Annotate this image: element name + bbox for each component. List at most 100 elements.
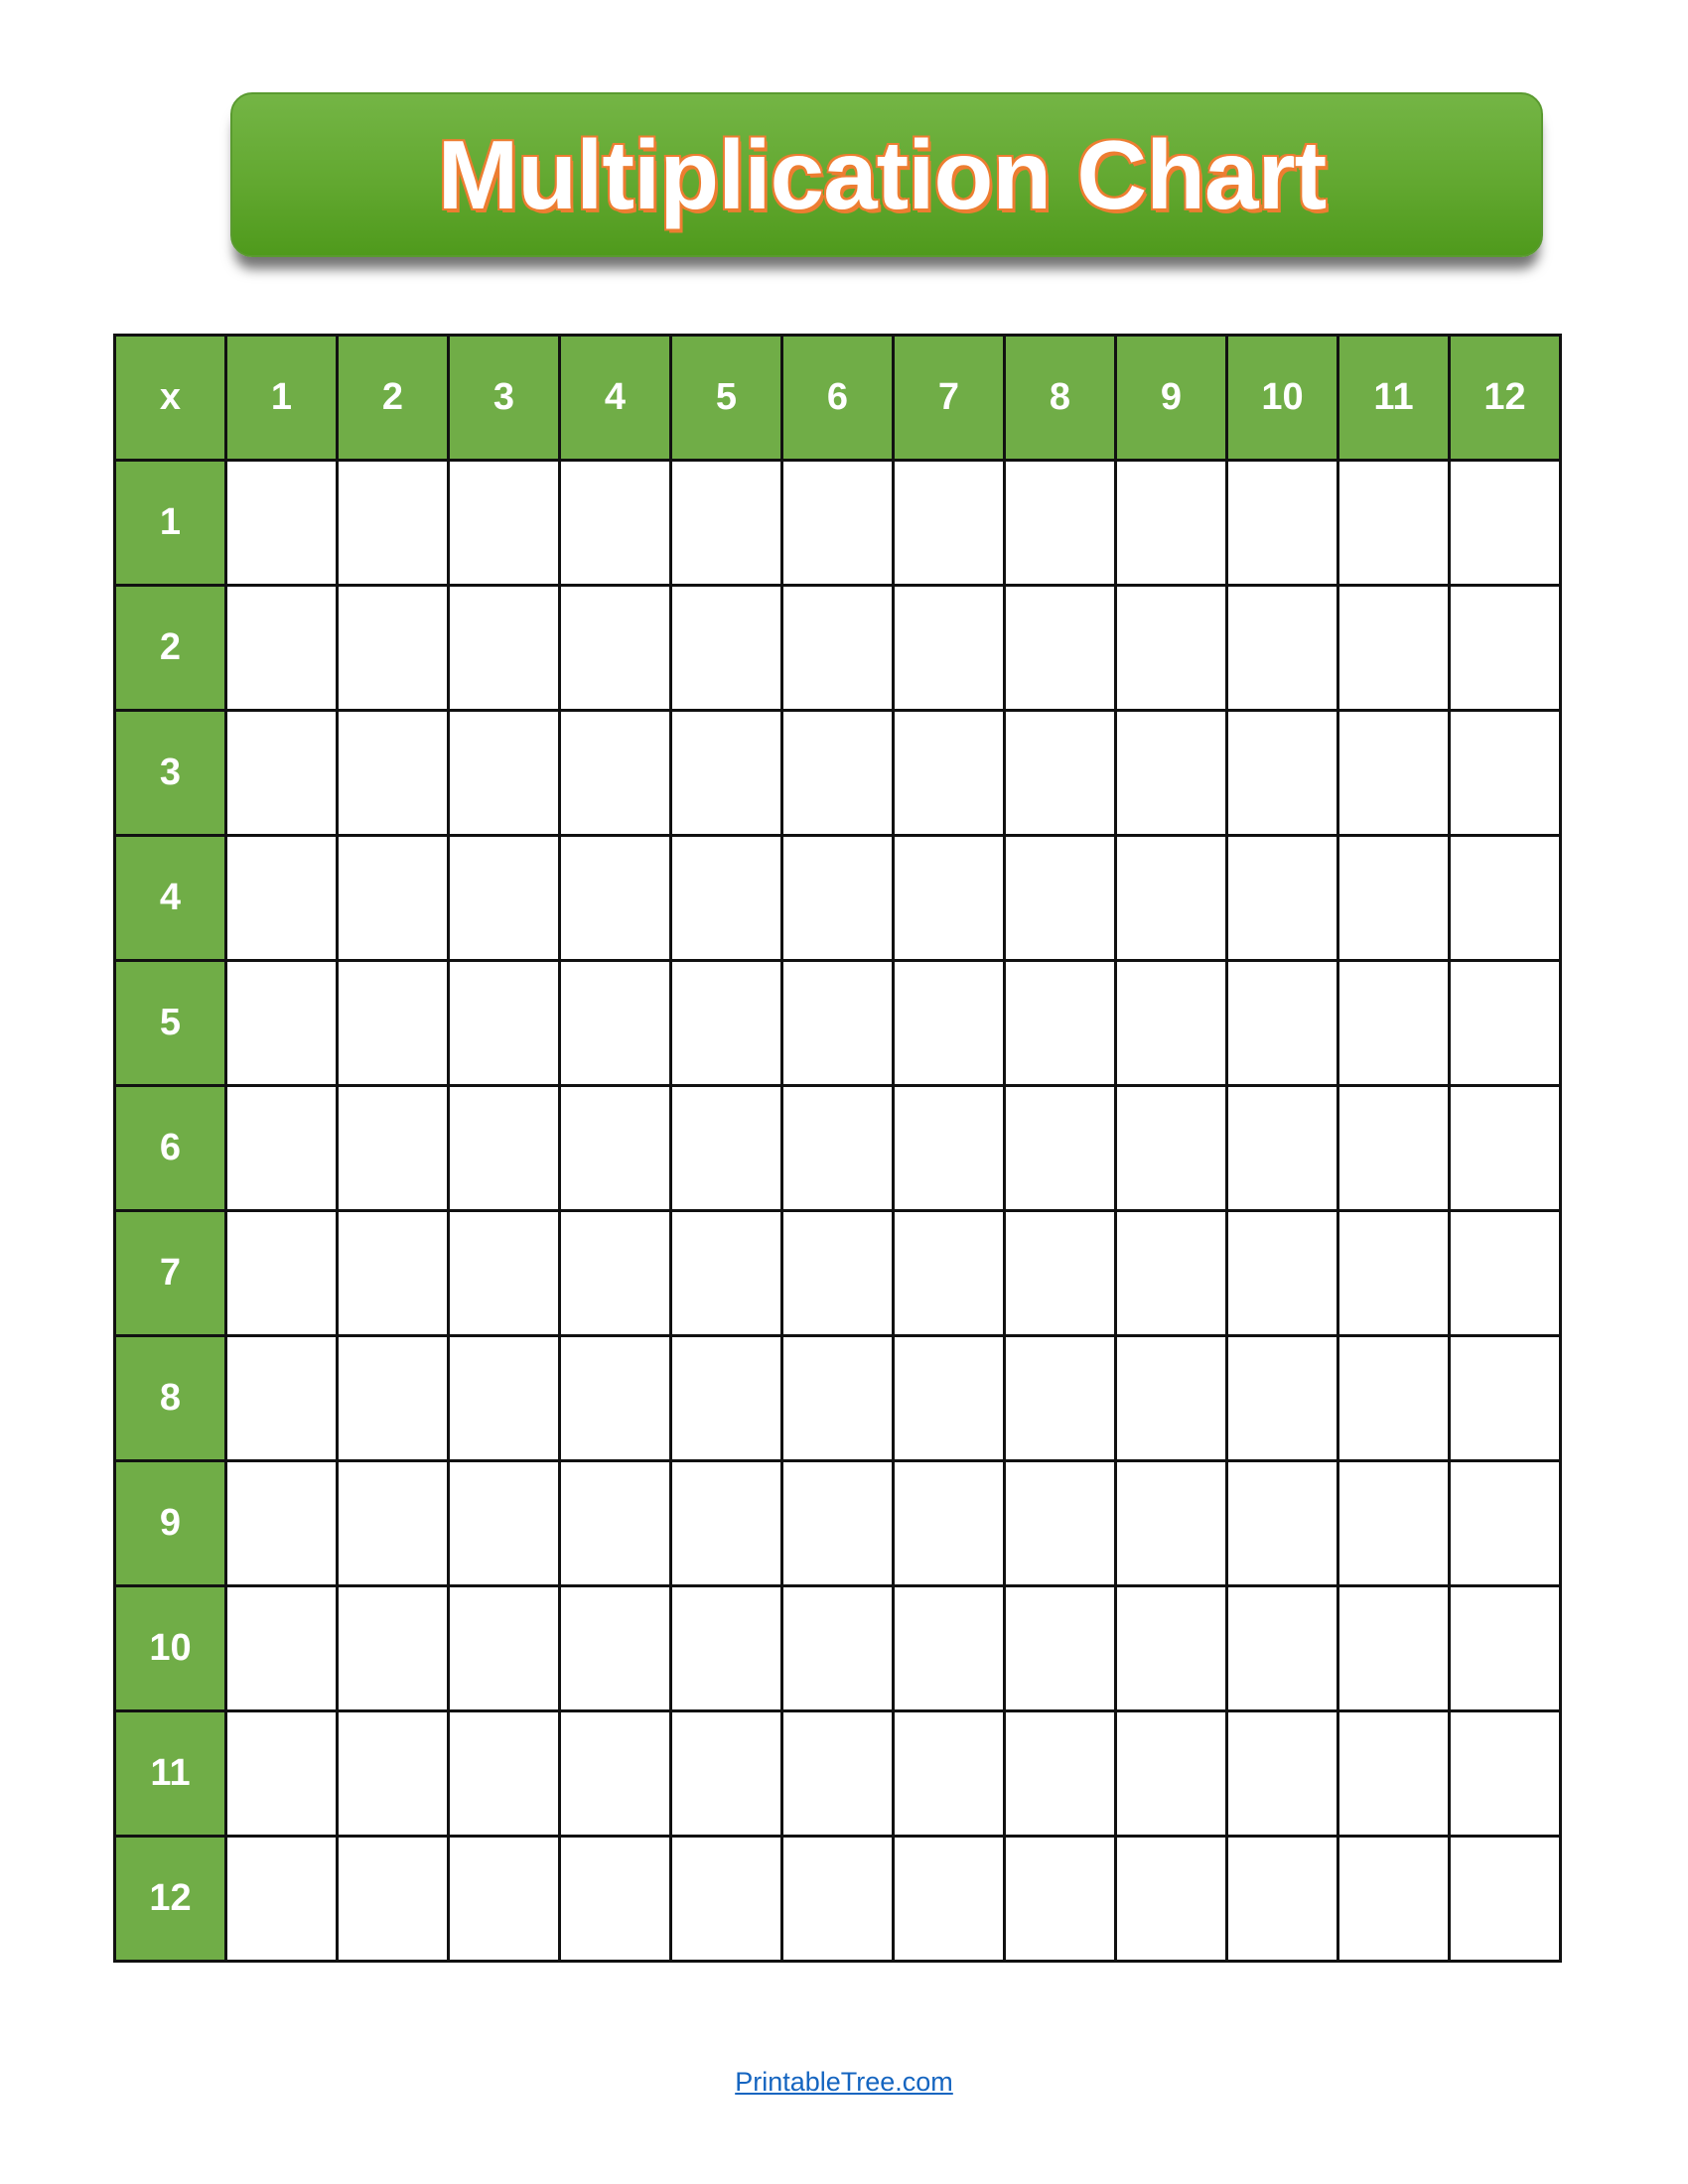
blank-cell: [336, 1835, 450, 1963]
blank-cell: [1448, 1084, 1562, 1212]
blank-cell: [224, 834, 339, 962]
blank-cell: [669, 709, 783, 837]
blank-cell: [336, 1584, 450, 1712]
blank-cell: [1336, 1209, 1451, 1337]
row-header: 1: [113, 459, 227, 587]
blank-cell: [1003, 834, 1117, 962]
blank-cell: [336, 1084, 450, 1212]
table-row: 11: [113, 1709, 1562, 1838]
blank-cell: [224, 1459, 339, 1587]
table-row: 12: [113, 1835, 1562, 1963]
blank-cell: [892, 1459, 1006, 1587]
blank-cell: [558, 1334, 672, 1462]
blank-cell: [1448, 959, 1562, 1087]
blank-cell: [1114, 709, 1228, 837]
blank-cell: [224, 1584, 339, 1712]
blank-cell: [224, 1709, 339, 1838]
blank-cell: [892, 1209, 1006, 1337]
row-header: 5: [113, 959, 227, 1087]
blank-cell: [1003, 1334, 1117, 1462]
blank-cell: [558, 584, 672, 712]
blank-cell: [1003, 1084, 1117, 1212]
column-header: 4: [558, 334, 672, 462]
blank-cell: [336, 1459, 450, 1587]
blank-cell: [780, 1459, 895, 1587]
blank-cell: [336, 1709, 450, 1838]
column-header: 2: [336, 334, 450, 462]
blank-cell: [336, 834, 450, 962]
blank-cell: [1114, 1334, 1228, 1462]
page-title: Multiplication Chart: [437, 119, 1328, 229]
blank-cell: [1336, 1334, 1451, 1462]
blank-cell: [224, 459, 339, 587]
blank-cell: [447, 584, 561, 712]
blank-cell: [1225, 584, 1339, 712]
blank-cell: [1225, 1835, 1339, 1963]
blank-cell: [558, 1709, 672, 1838]
row-header: 8: [113, 1334, 227, 1462]
blank-cell: [1114, 1835, 1228, 1963]
blank-cell: [447, 1709, 561, 1838]
blank-cell: [336, 459, 450, 587]
blank-cell: [1448, 834, 1562, 962]
blank-cell: [669, 584, 783, 712]
blank-cell: [780, 834, 895, 962]
blank-cell: [1448, 1709, 1562, 1838]
table-row: 4: [113, 834, 1562, 962]
blank-cell: [1114, 1084, 1228, 1212]
blank-cell: [892, 959, 1006, 1087]
row-header: 11: [113, 1709, 227, 1838]
table-row: 1: [113, 459, 1562, 587]
blank-cell: [447, 1209, 561, 1337]
table-row: 10: [113, 1584, 1562, 1712]
title-banner: Multiplication Chart: [230, 92, 1543, 257]
column-header: 7: [892, 334, 1006, 462]
blank-cell: [1114, 1209, 1228, 1337]
blank-cell: [224, 584, 339, 712]
row-header: 10: [113, 1584, 227, 1712]
blank-cell: [669, 834, 783, 962]
blank-cell: [1448, 1584, 1562, 1712]
blank-cell: [447, 1334, 561, 1462]
column-header: 9: [1114, 334, 1228, 462]
blank-cell: [1448, 459, 1562, 587]
blank-cell: [1225, 1084, 1339, 1212]
blank-cell: [1114, 1459, 1228, 1587]
column-header: 6: [780, 334, 895, 462]
header-row: x 1 2 3 4 5 6 7 8 9 10 11 12: [113, 334, 1562, 462]
column-header: 3: [447, 334, 561, 462]
blank-cell: [669, 1334, 783, 1462]
blank-cell: [780, 1835, 895, 1963]
blank-cell: [780, 709, 895, 837]
blank-cell: [224, 959, 339, 1087]
blank-cell: [669, 1084, 783, 1212]
blank-cell: [1225, 1459, 1339, 1587]
blank-cell: [892, 459, 1006, 587]
blank-cell: [1225, 709, 1339, 837]
blank-cell: [558, 1459, 672, 1587]
blank-cell: [1003, 1835, 1117, 1963]
blank-cell: [892, 1334, 1006, 1462]
blank-cell: [447, 709, 561, 837]
blank-cell: [1225, 1334, 1339, 1462]
blank-cell: [1114, 959, 1228, 1087]
blank-cell: [447, 1084, 561, 1212]
blank-cell: [1225, 459, 1339, 587]
blank-cell: [1225, 1584, 1339, 1712]
blank-cell: [1003, 459, 1117, 587]
row-header: 6: [113, 1084, 227, 1212]
blank-cell: [1225, 1709, 1339, 1838]
row-header: 12: [113, 1835, 227, 1963]
blank-cell: [780, 959, 895, 1087]
column-header: 11: [1336, 334, 1451, 462]
blank-cell: [224, 709, 339, 837]
table-row: 5: [113, 959, 1562, 1087]
blank-cell: [558, 1209, 672, 1337]
corner-header: x: [113, 334, 227, 462]
blank-cell: [1448, 584, 1562, 712]
blank-cell: [1448, 1835, 1562, 1963]
blank-cell: [1003, 1709, 1117, 1838]
blank-cell: [1448, 709, 1562, 837]
footer-link[interactable]: PrintableTree.com: [735, 2067, 953, 2097]
blank-cell: [224, 1334, 339, 1462]
